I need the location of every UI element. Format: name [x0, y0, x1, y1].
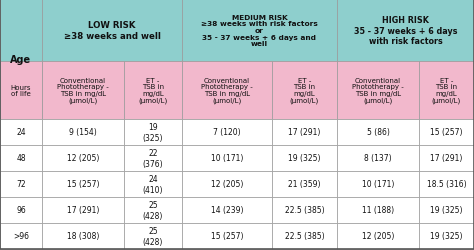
Bar	[419, 146, 474, 171]
Bar	[0, 120, 42, 146]
Bar	[337, 120, 419, 146]
Text: 12 (205): 12 (205)	[67, 154, 99, 163]
Text: LOW RISK
≥38 weeks and well: LOW RISK ≥38 weeks and well	[64, 22, 160, 40]
Text: ET -
TSB in
mg/dL
(μmol/L): ET - TSB in mg/dL (μmol/L)	[138, 77, 168, 104]
Text: 11 (188): 11 (188)	[362, 206, 394, 215]
Text: 5 (86): 5 (86)	[366, 128, 390, 137]
Bar	[182, 146, 272, 171]
Text: 15 (257): 15 (257)	[67, 180, 99, 189]
Bar	[0, 223, 42, 249]
Text: 14 (239): 14 (239)	[211, 206, 243, 215]
Text: 7 (120): 7 (120)	[213, 128, 241, 137]
Bar	[124, 146, 182, 171]
Bar	[124, 171, 182, 197]
Text: MEDIUM RISK
≥38 weeks with risk factors
or
35 - 37 weeks + 6 days and
well: MEDIUM RISK ≥38 weeks with risk factors …	[201, 14, 318, 47]
Bar	[182, 197, 272, 223]
Text: 15 (257): 15 (257)	[430, 128, 463, 137]
Text: 25
(428): 25 (428)	[143, 226, 163, 246]
Bar	[272, 146, 337, 171]
Bar	[0, 62, 42, 120]
Text: 19 (325): 19 (325)	[288, 154, 321, 163]
Bar	[0, 197, 42, 223]
Bar	[182, 62, 272, 120]
Text: 12 (205): 12 (205)	[211, 180, 243, 189]
Bar	[42, 171, 124, 197]
Bar	[182, 0, 337, 62]
Text: HIGH RISK
35 - 37 weeks + 6 days
with risk factors: HIGH RISK 35 - 37 weeks + 6 days with ri…	[354, 16, 457, 45]
Text: 19 (325): 19 (325)	[430, 206, 463, 215]
Bar	[419, 197, 474, 223]
Bar	[42, 62, 124, 120]
Text: Conventional
Phototherapy -
TSB in mg/dL
(μmol/L): Conventional Phototherapy - TSB in mg/dL…	[57, 77, 109, 104]
Bar	[337, 197, 419, 223]
Bar	[182, 223, 272, 249]
Bar	[337, 0, 474, 62]
Text: 25
(428): 25 (428)	[143, 201, 163, 220]
Bar	[272, 120, 337, 146]
Text: 22.5 (385): 22.5 (385)	[285, 232, 324, 240]
Bar	[272, 223, 337, 249]
Text: 18.5 (316): 18.5 (316)	[427, 180, 466, 189]
Text: 19 (325): 19 (325)	[430, 232, 463, 240]
Text: 9 (154): 9 (154)	[69, 128, 97, 137]
Bar	[42, 197, 124, 223]
Bar	[124, 223, 182, 249]
Bar	[42, 223, 124, 249]
Bar	[272, 62, 337, 120]
Text: ET -
TSB in
mg/dL
(μmol/L): ET - TSB in mg/dL (μmol/L)	[432, 77, 461, 104]
Text: 8 (137): 8 (137)	[364, 154, 392, 163]
Bar	[337, 62, 419, 120]
Bar	[0, 171, 42, 197]
Bar	[42, 120, 124, 146]
Bar	[419, 120, 474, 146]
Bar	[272, 171, 337, 197]
Bar	[182, 120, 272, 146]
Text: 22.5 (385): 22.5 (385)	[285, 206, 324, 215]
Bar	[337, 223, 419, 249]
Text: Hours
of life: Hours of life	[11, 84, 31, 97]
Text: Age: Age	[10, 55, 32, 65]
Text: 72: 72	[16, 180, 26, 189]
Text: 96: 96	[16, 206, 26, 215]
Text: 24
(410): 24 (410)	[143, 175, 163, 194]
Bar	[124, 62, 182, 120]
Text: 10 (171): 10 (171)	[211, 154, 243, 163]
Bar	[419, 171, 474, 197]
Bar	[419, 62, 474, 120]
Bar	[0, 0, 42, 120]
Text: 10 (171): 10 (171)	[362, 180, 394, 189]
Text: 12 (205): 12 (205)	[362, 232, 394, 240]
Text: 21 (359): 21 (359)	[288, 180, 321, 189]
Bar	[337, 171, 419, 197]
Bar	[124, 120, 182, 146]
Text: ET -
TSB in
mg/dL
(μmol/L): ET - TSB in mg/dL (μmol/L)	[290, 77, 319, 104]
Text: 48: 48	[16, 154, 26, 163]
Text: 17 (291): 17 (291)	[67, 206, 99, 215]
Bar	[124, 197, 182, 223]
Text: 24: 24	[16, 128, 26, 137]
Text: 18 (308): 18 (308)	[67, 232, 99, 240]
Text: 17 (291): 17 (291)	[288, 128, 321, 137]
Text: 19
(325): 19 (325)	[143, 123, 163, 142]
Text: >96: >96	[13, 232, 29, 240]
Bar	[182, 171, 272, 197]
Bar	[419, 223, 474, 249]
Text: Conventional
Phototherapy -
TSB in mg/dL
(μmol/L): Conventional Phototherapy - TSB in mg/dL…	[352, 77, 404, 104]
Bar	[42, 0, 182, 62]
Bar	[0, 146, 42, 171]
Text: 15 (257): 15 (257)	[211, 232, 243, 240]
Text: Conventional
Phototherapy -
TSB in mg/dL
(μmol/L): Conventional Phototherapy - TSB in mg/dL…	[201, 77, 253, 104]
Bar	[42, 146, 124, 171]
Text: 17 (291): 17 (291)	[430, 154, 463, 163]
Text: 22
(376): 22 (376)	[143, 149, 164, 168]
Bar	[337, 146, 419, 171]
Bar	[272, 197, 337, 223]
